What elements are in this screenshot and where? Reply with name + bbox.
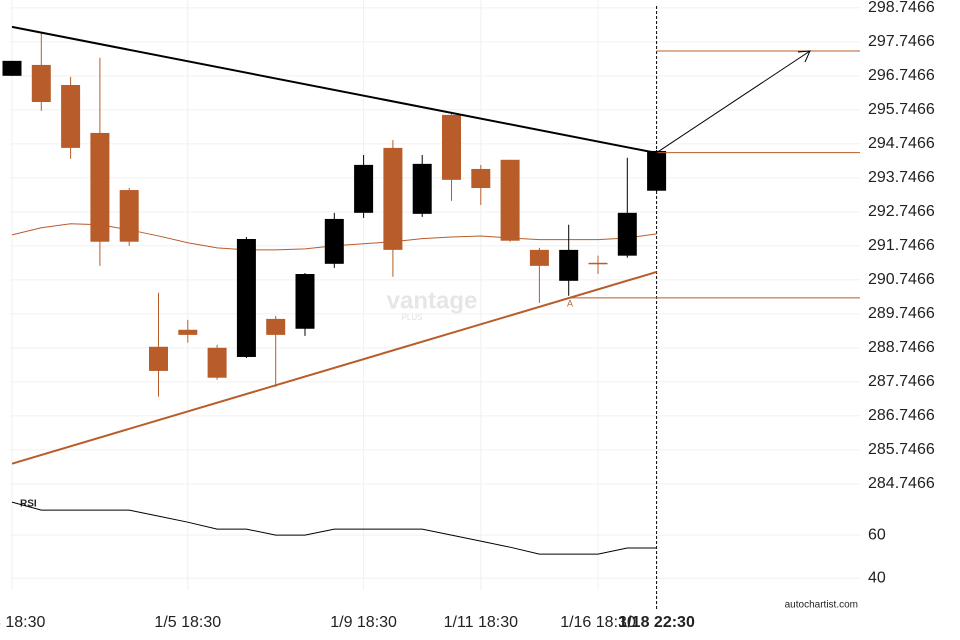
candle-body (149, 346, 168, 371)
candle-body (500, 159, 520, 241)
candle-body (617, 212, 637, 256)
y-tick-label: 284.7466 (868, 475, 935, 492)
y-tick-label: 288.7466 (868, 339, 935, 356)
candle-body (61, 84, 81, 148)
candle-body (354, 164, 374, 213)
rsi-line (11, 501, 657, 555)
y-tick-label: 40 (868, 569, 886, 586)
rsi-label: RSI (20, 499, 37, 510)
x-tick-label: 1/11 18:30 (444, 614, 519, 631)
resistance-line (11, 25, 657, 154)
pattern-label: A (567, 298, 573, 308)
candle-body (383, 147, 403, 250)
y-tick-label: 298.7466 (868, 0, 935, 16)
candle-body (295, 274, 315, 329)
watermark: vantage (387, 287, 478, 314)
candle-body (588, 262, 608, 265)
candle-body (31, 64, 51, 102)
candle-body (266, 318, 286, 335)
x-tick-label: 1/9 18:30 (330, 614, 397, 631)
candle-body (324, 218, 344, 264)
y-tick-label: 290.7466 (868, 271, 935, 288)
candle-body (90, 132, 110, 242)
source: autochartist.com (785, 600, 858, 611)
candle-body (647, 150, 667, 191)
candle-body (119, 190, 139, 242)
forecast-arrow (656, 50, 811, 154)
x-tick-label: 1/18 22:30 (618, 614, 695, 631)
x-tick-label: 1/16 18:30 (560, 614, 636, 631)
y-tick-label: 287.7466 (868, 373, 935, 390)
y-tick-label: 296.7466 (868, 67, 935, 84)
candle-body (471, 168, 491, 189)
candle-body (2, 60, 22, 76)
y-tick-label: 60 (868, 526, 886, 543)
y-tick-label: 295.7466 (868, 101, 935, 118)
y-tick-label: 293.7466 (868, 169, 935, 186)
candle-body (442, 114, 461, 180)
arrow-head (797, 50, 811, 63)
y-tick-label: 292.7466 (868, 203, 935, 220)
x-tick-label: 1/3 18:30 (0, 614, 45, 631)
candle-body (178, 329, 198, 335)
candle-body (529, 249, 549, 266)
candle-body (236, 239, 256, 357)
candle-body (559, 249, 579, 281)
y-tick-label: 285.7466 (868, 441, 935, 458)
y-tick-label: 294.7466 (868, 135, 935, 152)
y-tick-label: 289.7466 (868, 305, 935, 322)
candle-body (207, 347, 227, 378)
y-tick-label: 297.7466 (868, 33, 935, 50)
y-tick-label: 286.7466 (868, 407, 935, 424)
x-tick-label: 1/5 18:30 (154, 614, 221, 631)
candle-body (412, 163, 432, 214)
support-line (11, 271, 657, 465)
watermark-sub: PLUS (402, 313, 423, 322)
y-tick-label: 291.7466 (868, 237, 935, 254)
